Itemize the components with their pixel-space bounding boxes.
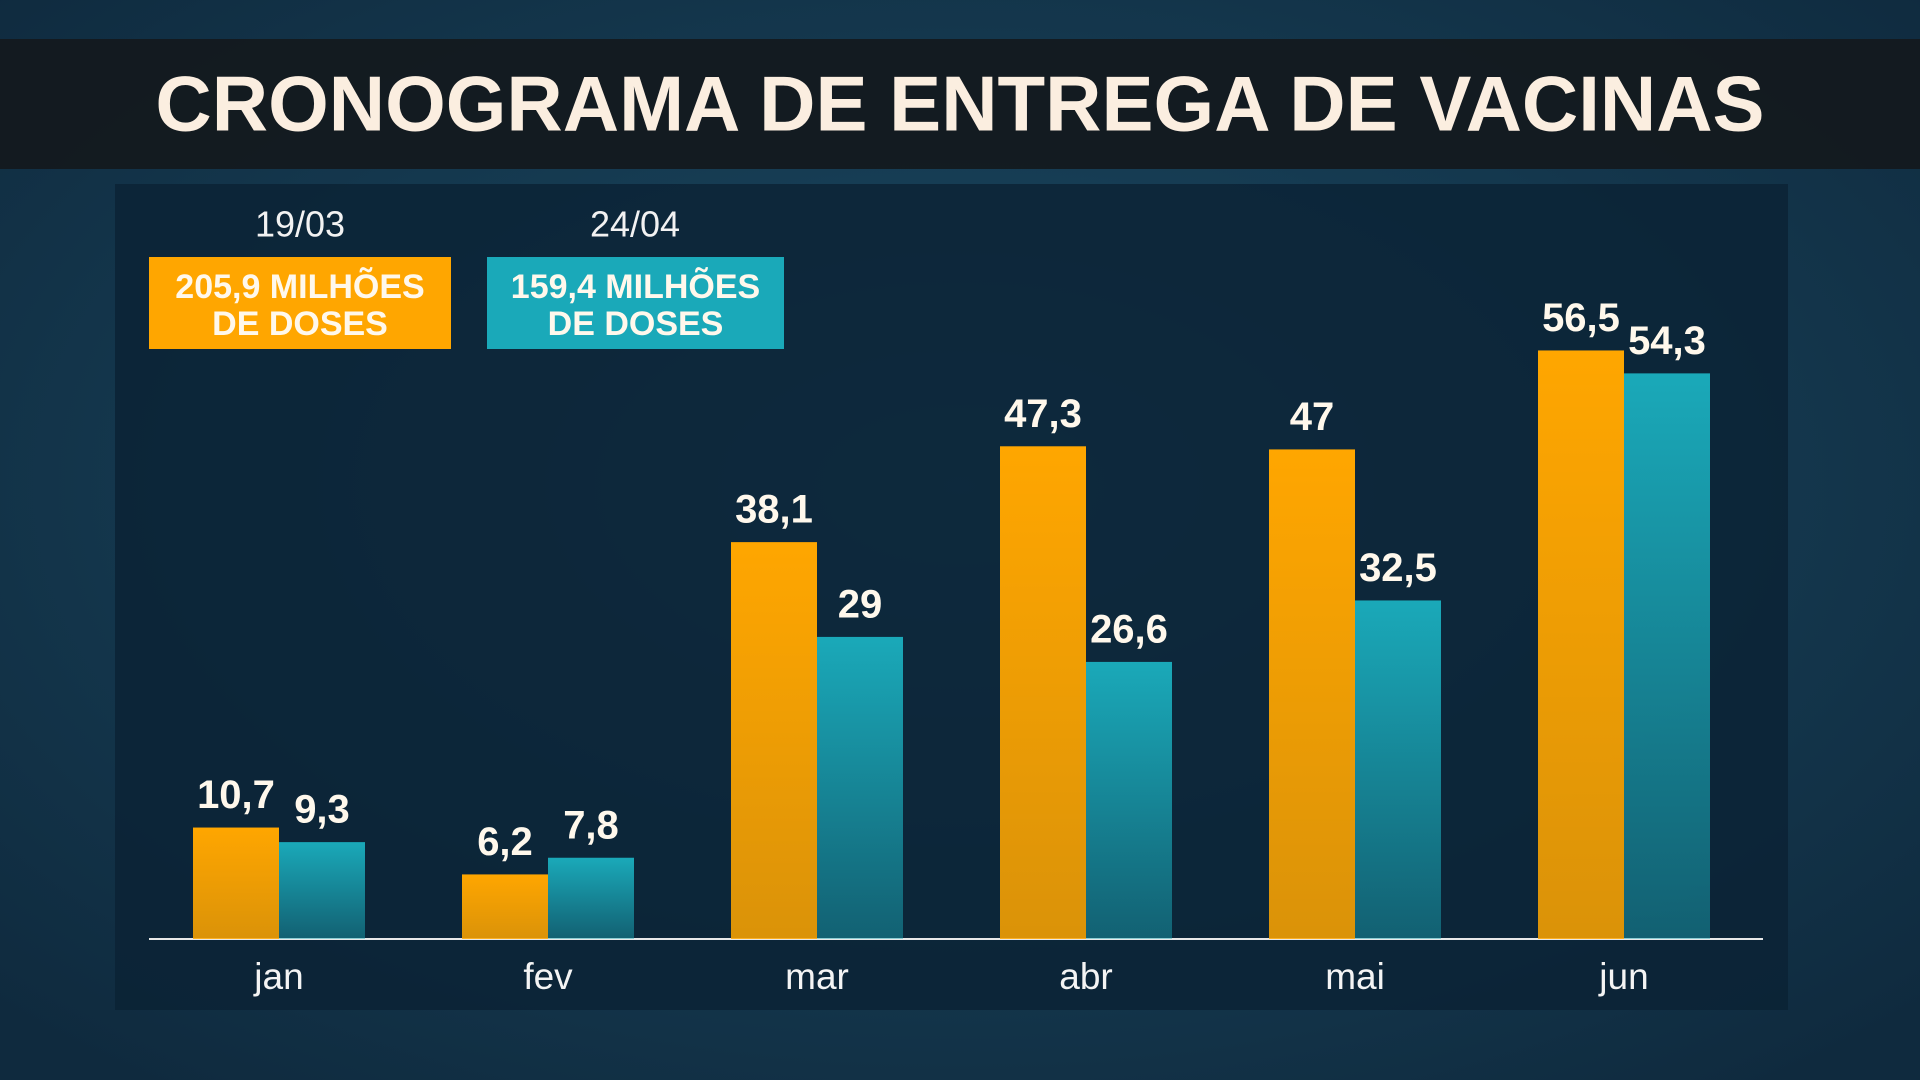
value-label: 10,7 [197, 773, 275, 817]
x-tick-label: fev [523, 956, 573, 997]
title-bar [0, 39, 1920, 169]
x-tick-label: jun [1598, 956, 1648, 997]
bar [1624, 373, 1710, 939]
bar [1086, 661, 1172, 939]
legend-total: 205,9 MILHÕES [175, 268, 424, 306]
legend-swatch [149, 257, 451, 349]
chart-title: CRONOGRAMA DE ENTREGA DE VACINAS [155, 60, 1764, 148]
value-label: 6,2 [477, 820, 533, 864]
legend-swatch [487, 257, 784, 349]
x-tick-label: mar [785, 956, 849, 997]
value-label: 38,1 [735, 488, 813, 532]
value-label: 47 [1290, 395, 1335, 439]
legend-total: DE DOSES [212, 305, 388, 343]
x-tick-label: abr [1059, 956, 1112, 997]
bar [1269, 449, 1355, 939]
x-tick-label: jan [253, 956, 303, 997]
value-label: 47,3 [1004, 392, 1082, 436]
bar [193, 827, 279, 939]
bar [817, 636, 903, 939]
value-label: 9,3 [294, 788, 350, 832]
legend-total: DE DOSES [548, 305, 724, 343]
value-label: 32,5 [1359, 546, 1437, 590]
x-tick-label: mai [1325, 956, 1385, 997]
legend-total: 159,4 MILHÕES [511, 268, 760, 306]
bar [1538, 350, 1624, 939]
bar [1355, 600, 1441, 939]
value-label: 26,6 [1090, 607, 1168, 651]
value-label: 29 [838, 582, 883, 626]
value-label: 56,5 [1542, 296, 1620, 340]
bar [1000, 446, 1086, 939]
bar [548, 857, 634, 939]
bar [279, 842, 365, 939]
bar [462, 874, 548, 939]
value-label: 7,8 [563, 803, 619, 847]
bar [731, 542, 817, 939]
legend-date: 19/03 [255, 204, 345, 245]
value-label: 54,3 [1628, 319, 1706, 363]
legend-date: 24/04 [590, 204, 680, 245]
